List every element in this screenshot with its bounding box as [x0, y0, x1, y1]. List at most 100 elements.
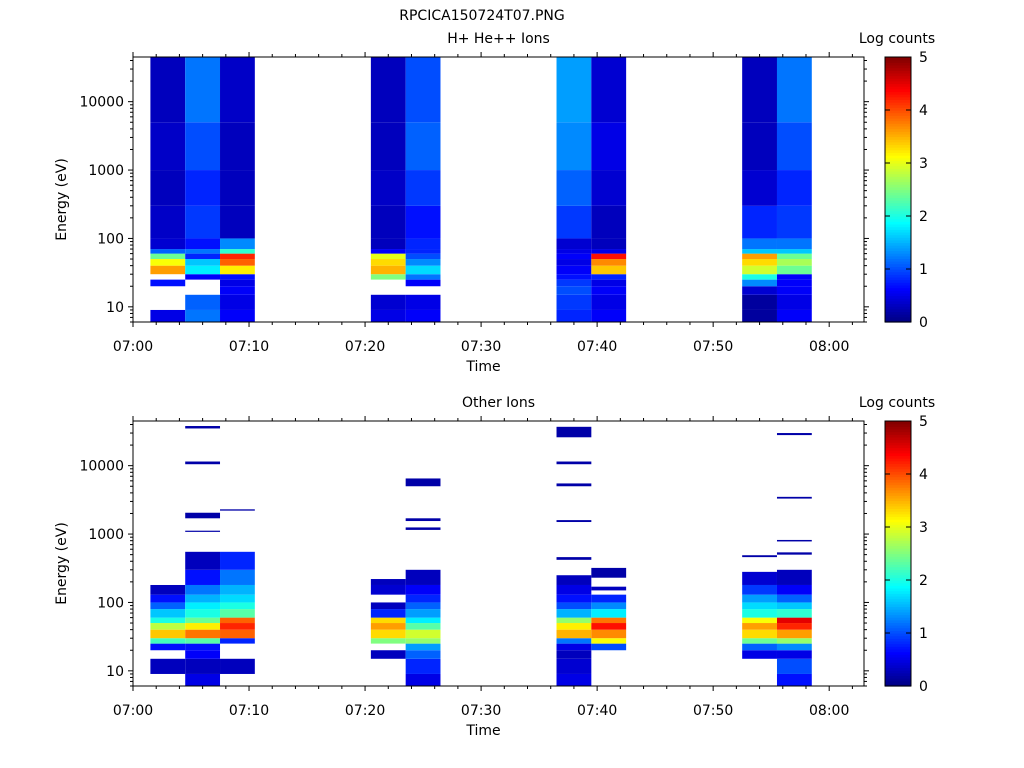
- colorbar-step: [885, 75, 911, 79]
- colorbar-step: [885, 218, 911, 222]
- heatmap-cell: [742, 623, 777, 630]
- heatmap-cell: [742, 205, 777, 239]
- heatmap-cell: [556, 594, 592, 603]
- heatmap-cell: [556, 520, 592, 523]
- heatmap-cell: [150, 623, 186, 630]
- heatmap-cell: [556, 617, 592, 624]
- colorbar-step: [885, 627, 911, 631]
- colorbar-step: [885, 521, 911, 525]
- heatmap-cell: [742, 650, 777, 659]
- heatmap-cell: [742, 253, 777, 260]
- colorbar-step: [885, 57, 911, 61]
- colorbar-step: [885, 434, 911, 438]
- y-tick-label: 10000: [79, 459, 124, 475]
- heatmap-cell: [776, 279, 812, 287]
- heatmap-cell: [776, 265, 812, 275]
- colorbar-frame: [884, 420, 912, 687]
- heatmap-cell: [405, 673, 441, 686]
- colorbar-step: [885, 609, 911, 613]
- x-axis-label: Time: [465, 359, 500, 375]
- y-tick-label: 1000: [88, 527, 124, 543]
- colorbar-step: [885, 614, 911, 618]
- colorbar-step: [885, 131, 911, 135]
- heatmap-cell: [150, 205, 186, 239]
- heatmap-cell: [405, 643, 441, 651]
- heatmap-cell: [220, 594, 255, 603]
- heatmap-cell: [185, 602, 221, 610]
- heatmap-cell: [405, 122, 441, 171]
- heatmap-cell: [742, 294, 777, 310]
- heatmap-cell: [185, 617, 221, 624]
- heatmap-cell: [591, 629, 627, 639]
- colorbar-step: [885, 656, 911, 661]
- heatmap-cell: [405, 253, 441, 260]
- heatmap-cell: [556, 623, 592, 630]
- colorbar-step: [885, 532, 911, 536]
- colorbar-step: [885, 511, 911, 515]
- colorbar-step: [885, 548, 911, 552]
- colorbar-step: [885, 80, 911, 85]
- colorbar-step: [885, 136, 911, 140]
- heatmap-cell: [556, 205, 592, 239]
- heatmap-cell: [220, 609, 255, 618]
- heatmap-cell: [591, 274, 627, 280]
- heatmap-cell: [220, 309, 255, 322]
- colorbar-step: [885, 598, 911, 602]
- heatmap-cell: [220, 602, 255, 610]
- heatmap-cell: [370, 57, 406, 123]
- colorbar-step: [885, 595, 911, 600]
- heatmap-cell: [591, 617, 627, 624]
- heatmap-cells: [150, 57, 812, 322]
- colorbar-step: [885, 622, 911, 626]
- colorbar-step: [885, 223, 911, 228]
- heatmap-cell: [742, 638, 777, 644]
- heatmap-cell: [776, 673, 812, 686]
- heatmap-cell: [556, 279, 592, 287]
- colorbar-step: [885, 213, 911, 217]
- colorbar-step: [885, 250, 911, 254]
- heatmap-cell: [185, 551, 221, 570]
- colorbar-step: [885, 173, 911, 177]
- heatmap-cell: [405, 527, 441, 530]
- colorbar-step: [885, 505, 911, 510]
- heatmap-cell: [591, 309, 627, 322]
- figure-title: RPCICA150724T07.PNG: [399, 8, 564, 24]
- plot-frame: [132, 420, 865, 687]
- heatmap-cell: [556, 629, 592, 639]
- colorbar-step: [885, 104, 911, 108]
- heatmap-cell: [742, 286, 777, 295]
- colorbar-step: [885, 564, 911, 568]
- colorbar-step: [885, 208, 911, 212]
- colorbar-step: [885, 194, 911, 199]
- colorbar-step: [885, 484, 911, 488]
- heatmap-cell: [591, 259, 627, 266]
- heatmap-cell: [220, 509, 255, 511]
- colorbar-step: [885, 444, 911, 449]
- heatmap-cell: [185, 274, 221, 280]
- heatmap-cell: [742, 57, 777, 123]
- heatmap-cell: [405, 569, 441, 585]
- heatmap-cell: [742, 609, 777, 618]
- colorbar-step: [885, 123, 911, 127]
- heatmap-cell: [776, 629, 812, 639]
- colorbar-step: [885, 170, 911, 175]
- colorbar-step: [885, 497, 911, 502]
- heatmap-cell: [220, 170, 255, 206]
- heatmap-cell: [556, 259, 592, 266]
- heatmap-cell: [591, 170, 627, 206]
- colorbar-step: [885, 500, 911, 504]
- heatmap-cell: [185, 609, 221, 618]
- heatmap-cell: [776, 57, 812, 123]
- colorbar-step: [885, 88, 911, 93]
- heatmap-cell: [185, 170, 221, 206]
- colorbar-step: [885, 439, 911, 443]
- y-tick-label: 1000: [88, 163, 124, 179]
- heatmap-cell: [185, 594, 221, 603]
- x-tick-label: 08:00: [809, 339, 849, 355]
- colorbar-step: [885, 566, 911, 570]
- colorbar-step: [885, 558, 911, 563]
- colorbar-step: [885, 279, 911, 283]
- heatmap-cell: [185, 259, 221, 266]
- colorbar-step: [885, 633, 911, 637]
